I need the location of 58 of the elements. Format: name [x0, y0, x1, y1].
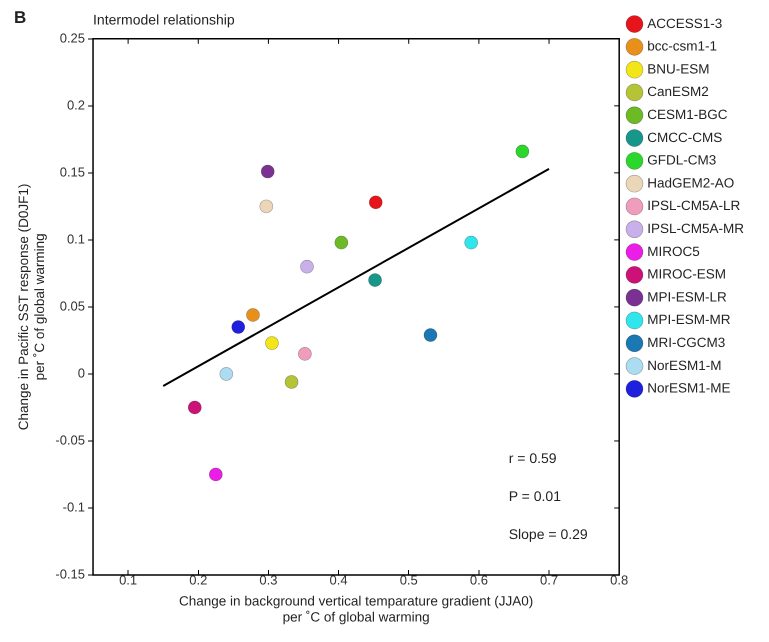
- point: [464, 236, 478, 250]
- text: B: [14, 8, 26, 28]
- legend-label: MIROC5: [647, 244, 700, 259]
- x-tick-label: 0.5: [400, 572, 418, 588]
- legend-label: CanESM2: [647, 84, 709, 100]
- point: [284, 375, 298, 389]
- x-tick-label: 0.8: [610, 572, 628, 588]
- legend-label: MIROC-ESM: [647, 266, 726, 282]
- y-tick-label: -0.1: [62, 500, 86, 515]
- legend-label: bcc-csm1-1: [647, 38, 718, 54]
- y-tick-label: 0.2: [66, 97, 86, 112]
- x-tick-label: 0.2: [189, 572, 208, 588]
- point: [246, 308, 260, 322]
- point: [368, 196, 383, 210]
- y-tick-label: 0.15: [60, 164, 86, 180]
- legend-label: IPSL-CM5A-LR: [647, 198, 741, 214]
- y-axis-title: Change in Pacific SST response (D0JF1) per ˚C of global warming: [16, 184, 48, 430]
- annotation: P = 0.01: [508, 488, 562, 504]
- annotation: Slope = 0.29: [508, 526, 588, 542]
- legend-label: BNU-ESM: [647, 61, 710, 76]
- point: [334, 236, 348, 250]
- y-tick-label: 0.25: [60, 30, 86, 46]
- point: [300, 260, 314, 274]
- legend-label: HadGEM2-AO: [647, 175, 734, 190]
- y-tick-label: 0: [78, 366, 86, 381]
- x-tick-label: 0.7: [540, 572, 558, 588]
- legend-label: CESM1-BGC: [647, 106, 728, 122]
- y-tick-label: -0.05: [55, 432, 86, 448]
- point: [298, 347, 312, 361]
- y-tick-label: 0.1: [66, 231, 86, 246]
- legend-label: MPI-ESM-MR: [647, 312, 731, 328]
- point: [516, 144, 530, 158]
- point: [209, 468, 223, 482]
- legend-label: ACCESS1-3: [647, 16, 722, 31]
- x-tick-label: 0.1: [119, 572, 138, 588]
- x-tick-label: 0.6: [470, 572, 488, 588]
- chart-title: Intermodel relationship: [93, 11, 235, 28]
- legend-label: GFDL-CM3: [647, 152, 716, 168]
- annotation: r = 0.59: [508, 450, 557, 466]
- point: [188, 400, 202, 414]
- y-tick-label: -0.15: [55, 566, 86, 582]
- point: [424, 328, 438, 342]
- point: [260, 200, 274, 214]
- legend-label: NorESM1-M: [647, 358, 722, 373]
- x-tick-label: 0.4: [330, 572, 348, 588]
- legend-label: MRI-CGCM3: [647, 334, 726, 350]
- legend-label: CMCC-CMS: [647, 130, 722, 145]
- point: [368, 273, 382, 287]
- x-tick-label: 0.3: [259, 572, 278, 588]
- point: [220, 367, 234, 381]
- legend-label: NorESM1-ME: [647, 380, 731, 396]
- legend-label: MPI-ESM-LR: [647, 289, 727, 304]
- point: [231, 320, 246, 334]
- point: [260, 164, 275, 178]
- x-axis-title: Change in background vertical temparature gradient (JJA0) per ˚C of global warming: [179, 593, 534, 625]
- y-tick-label: 0.05: [60, 298, 86, 314]
- point: [265, 336, 279, 350]
- legend-label: IPSL-CM5A-MR: [647, 220, 744, 236]
